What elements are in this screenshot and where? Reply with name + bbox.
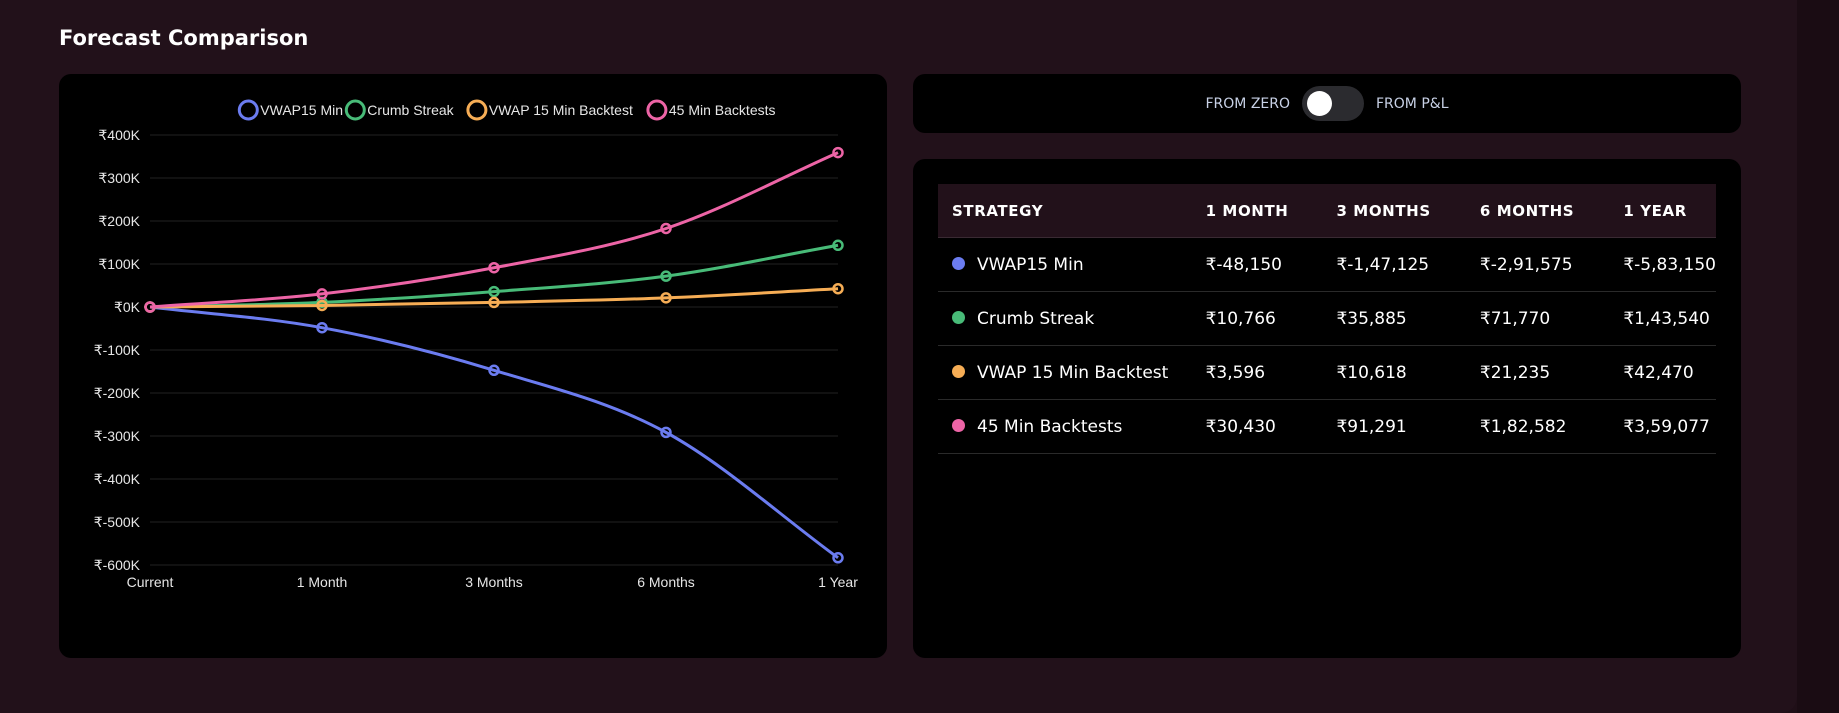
strategy-name: VWAP 15 Min Backtest [977,362,1169,383]
data-point [660,270,672,282]
value-3-months: ₹35,885 [1322,291,1466,346]
x-tick-label: Current [127,574,174,590]
data-point [488,364,500,377]
value-1-month: ₹-48,150 [1191,237,1323,292]
data-point [316,321,328,334]
data-point [144,301,156,313]
value-3-months: ₹10,618 [1322,345,1466,400]
y-tick-label: ₹-600K [94,557,141,573]
forecast-table: STRATEGY 1 MONTH 3 MONTHS 6 MONTHS 1 YEA… [938,184,1716,454]
value-1-year: ₹3,59,077 [1609,399,1716,454]
table-header-row: STRATEGY 1 MONTH 3 MONTHS 6 MONTHS 1 YEA… [938,184,1716,238]
data-point [316,299,328,312]
data-point [316,288,328,300]
data-point [832,239,844,252]
value-1-year: ₹42,470 [1609,345,1716,400]
value-6-months: ₹-2,91,575 [1465,237,1610,292]
forecast-line-chart: ₹400K ₹300K ₹200K ₹100K ₹0K ₹-100K ₹-200K ₹-300… [94,99,858,590]
y-tick-label: ₹-400K [94,471,141,487]
header-3-months: 3 MONTHS [1322,184,1466,238]
y-tick-label: ₹300K [98,170,140,186]
baseline-toggle-switch[interactable] [1302,86,1364,121]
data-point [660,222,672,235]
value-1-month: ₹30,430 [1191,399,1323,454]
data-point [832,146,844,159]
from-zero-label[interactable]: FROM ZERO [1205,95,1290,112]
forecast-chart-card: ₹400K ₹300K ₹200K ₹100K ₹0K ₹-100K ₹-200K ₹-300… [59,74,887,658]
series-line [149,287,839,309]
strategy-cell: 45 Min Backtests [938,399,1192,454]
data-point [832,552,844,564]
value-1-year: ₹1,43,540 [1609,291,1716,346]
legend-label: 45 Min Backtests [669,102,776,118]
value-3-months: ₹-1,47,125 [1322,237,1466,292]
legend-label: Crumb Streak [367,102,454,118]
data-point [660,426,672,439]
y-tick-label: ₹400K [98,127,140,143]
table-row: Crumb Streak ₹10,766 ₹35,885 ₹71,770 ₹1,… [938,291,1716,346]
x-tick-label: 1 Month [297,574,348,590]
from-pnl-label[interactable]: FROM P&L [1376,95,1449,112]
y-tick-label: ₹-500K [94,514,141,530]
y-tick-label: ₹-200K [94,385,141,401]
y-tick-label: ₹100K [98,256,140,272]
value-1-year: ₹-5,83,150 [1609,237,1716,292]
series-color-dot [952,419,965,432]
x-tick-label: 6 Months [637,574,695,590]
value-1-month: ₹10,766 [1191,291,1323,346]
right-edge-strip [1797,0,1839,713]
value-6-months: ₹1,82,582 [1465,399,1610,454]
y-tick-label: ₹200K [98,213,140,229]
value-6-months: ₹21,235 [1465,345,1610,400]
series-line [149,305,839,559]
value-6-months: ₹71,770 [1465,291,1610,346]
series-color-dot [952,257,965,270]
toggle-knob[interactable] [1307,91,1332,116]
legend-swatch [237,99,259,121]
table-row: VWAP 15 Min Backtest ₹3,596 ₹10,618 ₹21,… [938,345,1716,400]
strategy-name: Crumb Streak [977,308,1095,329]
value-3-months: ₹91,291 [1322,399,1466,454]
legend-swatch [466,99,488,121]
header-strategy: STRATEGY [938,184,1192,238]
y-tick-label: ₹0K [114,299,141,315]
table-row: 45 Min Backtests ₹30,430 ₹91,291 ₹1,82,5… [938,399,1716,454]
strategy-cell: Crumb Streak [938,291,1192,346]
value-1-month: ₹3,596 [1191,345,1323,400]
forecast-table-card: STRATEGY 1 MONTH 3 MONTHS 6 MONTHS 1 YEA… [913,159,1741,658]
table-row: VWAP15 Min ₹-48,150 ₹-1,47,125 ₹-2,91,57… [938,237,1716,292]
strategy-cell: VWAP15 Min [938,237,1192,292]
legend-label: VWAP 15 Min Backtest [489,102,633,118]
series-color-dot [952,311,965,324]
data-point [488,285,500,298]
series-line [149,243,839,309]
data-point [832,282,844,295]
section-title: Forecast Comparison [59,26,309,50]
data-point [488,261,500,274]
legend-swatch [344,99,366,121]
header-6-months: 6 MONTHS [1465,184,1610,238]
toggle-card: FROM ZERO FROM P&L [913,74,1741,133]
header-1-month: 1 MONTH [1191,184,1323,238]
header-1-year: 1 YEAR [1609,184,1716,238]
series-color-dot [952,365,965,378]
data-point [488,296,500,309]
data-point [660,292,672,304]
strategy-name: 45 Min Backtests [977,416,1123,437]
legend-swatch [646,99,668,121]
x-tick-label: 3 Months [465,574,523,590]
strategy-cell: VWAP 15 Min Backtest [938,345,1192,400]
legend-label: VWAP15 Min [260,102,343,118]
strategy-name: VWAP15 Min [977,254,1084,275]
y-tick-label: ₹-300K [94,428,141,444]
x-tick-label: 1 Year [818,574,858,590]
y-tick-label: ₹-100K [94,342,141,358]
series-line [149,151,839,309]
